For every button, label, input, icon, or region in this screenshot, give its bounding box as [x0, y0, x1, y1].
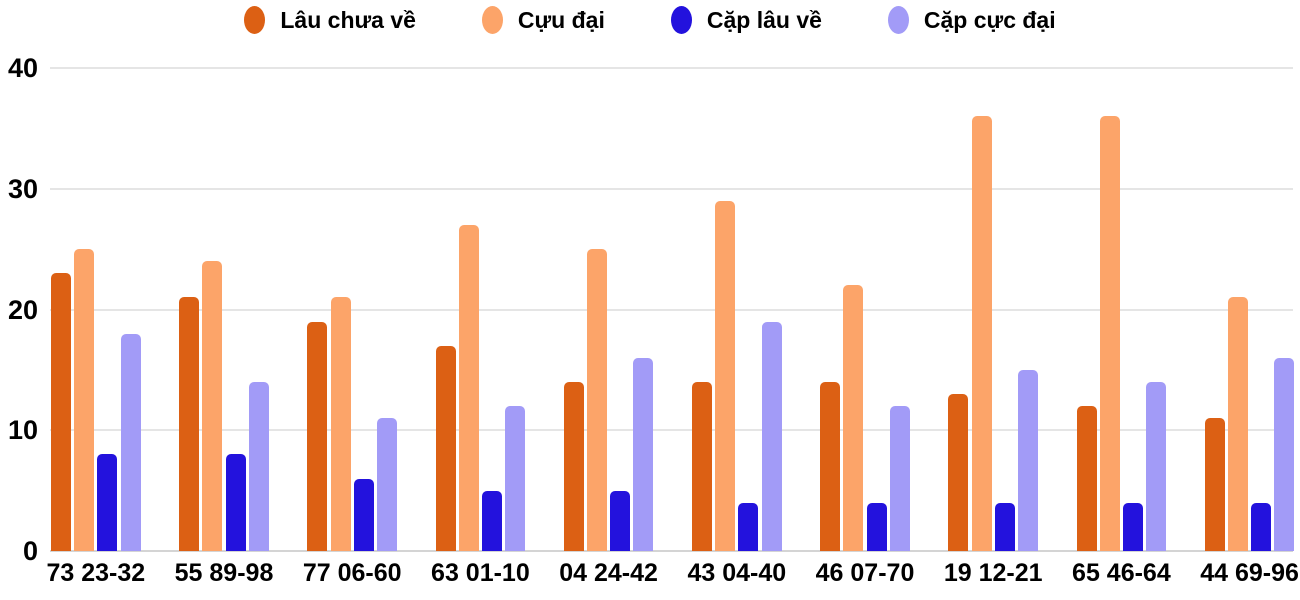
bar[interactable]: [1204, 418, 1225, 551]
bar[interactable]: [458, 224, 479, 551]
legend-swatch-icon: [887, 6, 909, 34]
legend-item-cap-cuc-dai[interactable]: Cặp cực đại: [887, 6, 1056, 34]
legend-item-label: Cặp cực đại: [923, 6, 1056, 33]
x-axis-category-label: 19 12-21: [943, 559, 1043, 587]
x-axis-category-label: 65 46-64: [1072, 559, 1171, 587]
bar[interactable]: [692, 381, 712, 551]
x-axis-category-label: 73 23-32: [46, 559, 146, 587]
bar[interactable]: [1123, 502, 1143, 551]
x-axis-category-label: 63 01-10: [431, 559, 530, 587]
gridline: [50, 550, 1293, 552]
bar[interactable]: [866, 502, 887, 551]
bar[interactable]: [761, 321, 782, 551]
bar[interactable]: [120, 333, 141, 551]
legend-swatch-icon: [244, 6, 266, 34]
gridline: [50, 67, 1293, 69]
bar[interactable]: [1274, 357, 1295, 551]
x-axis-category-label: 44 69-96: [1200, 559, 1299, 587]
bar[interactable]: [738, 502, 759, 551]
bar[interactable]: [248, 381, 269, 551]
bar[interactable]: [353, 478, 374, 551]
bar[interactable]: [948, 394, 969, 551]
gridline: [50, 429, 1293, 432]
y-axis-tick-label: 40: [7, 53, 38, 83]
x-axis-category-label: 43 04-40: [687, 559, 787, 587]
bar[interactable]: [994, 502, 1015, 551]
bar[interactable]: [1251, 502, 1272, 551]
legend-swatch-icon: [670, 6, 692, 34]
legend-item-label: Lâu chưa về: [280, 6, 416, 33]
legend-item-label: Cặp lâu về: [706, 6, 822, 33]
y-axis-tick-label: 10: [7, 415, 38, 446]
bar[interactable]: [505, 406, 526, 551]
legend-item-lau-chua-ve[interactable]: Lâu chưa về: [244, 6, 416, 34]
legend-item-cuu-dai[interactable]: Cựu đại: [481, 6, 605, 34]
bar[interactable]: [587, 249, 607, 551]
bar[interactable]: [1076, 406, 1097, 551]
legend: Lâu chưa về Cựu đại Cặp lâu về Cặp cực đ…: [0, 6, 1300, 34]
bar[interactable]: [971, 116, 992, 551]
y-axis-tick-label: 20: [7, 294, 38, 325]
bar[interactable]: [633, 357, 654, 551]
bar[interactable]: [74, 249, 95, 551]
gridline: [50, 187, 1293, 190]
legend-item-label: Cựu đại: [517, 6, 605, 33]
legend-swatch-icon: [481, 6, 503, 34]
bar[interactable]: [610, 490, 631, 551]
bar[interactable]: [843, 285, 864, 551]
bar[interactable]: [1099, 116, 1120, 551]
bar[interactable]: [820, 381, 841, 551]
gridline: [50, 308, 1293, 311]
bar[interactable]: [1018, 369, 1038, 551]
bar[interactable]: [377, 418, 397, 551]
bar[interactable]: [715, 200, 736, 551]
bar[interactable]: [225, 454, 246, 551]
legend-item-cap-lau-ve[interactable]: Cặp lâu về: [670, 6, 822, 34]
x-axis-category-label: 55 89-98: [174, 559, 274, 587]
bar[interactable]: [482, 490, 502, 551]
bar[interactable]: [330, 297, 351, 551]
y-axis-tick-label: 0: [22, 536, 38, 566]
y-axis-tick-label: 30: [7, 173, 38, 204]
bar[interactable]: [1228, 297, 1248, 551]
x-axis-category-label: 04 24-42: [559, 559, 658, 587]
bar[interactable]: [179, 297, 200, 551]
bar[interactable]: [97, 454, 118, 551]
bar[interactable]: [307, 321, 328, 551]
bar[interactable]: [1146, 381, 1167, 551]
x-axis-category-label: 77 06-60: [302, 559, 402, 587]
bar[interactable]: [563, 381, 584, 551]
bar[interactable]: [51, 273, 71, 551]
bar[interactable]: [202, 261, 223, 551]
x-axis-category-label: 46 07-70: [815, 559, 915, 587]
bar[interactable]: [889, 406, 910, 551]
bar[interactable]: [435, 345, 456, 551]
